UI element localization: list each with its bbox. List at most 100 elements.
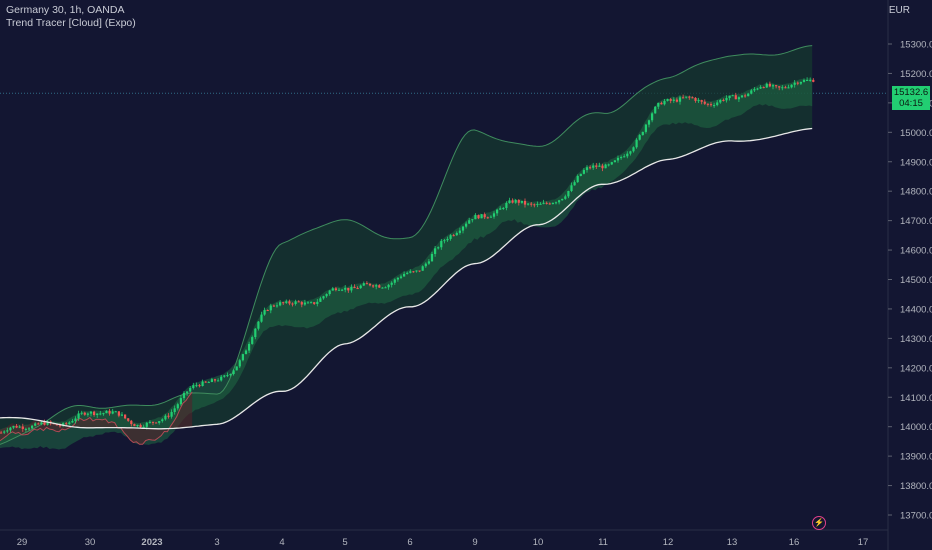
candle-body [390,282,393,285]
x-tick-label: 10 [533,537,544,548]
candle-body [139,424,142,428]
symbol-title[interactable]: Germany 30, 1h, OANDA [6,4,125,16]
candle-body [434,248,437,254]
candle-body [657,102,660,107]
candle-body [427,261,430,264]
candle-body [192,385,195,389]
candle-body [437,247,440,249]
candle-body [186,391,189,393]
candle-body [663,100,666,105]
candle-body [130,420,133,425]
candle-body [542,202,545,204]
candle-body [406,272,409,274]
candle-body [409,271,412,273]
candle-body [387,284,390,288]
candle-body [337,289,341,291]
candle-body [120,414,124,416]
candle-body [623,156,626,158]
candle-body [468,220,471,224]
candle-body [430,253,434,262]
candle-body [713,105,716,107]
trend-cloud-inner [0,78,813,450]
candle-body [266,310,269,312]
candle-body [688,96,691,98]
y-tick-label: 13900.0 [900,452,932,463]
candle-body [722,99,725,101]
candle-body [68,422,71,425]
candle-body [204,381,207,383]
candle-body [443,240,446,242]
candle-body [632,147,635,152]
candle-body [449,235,452,239]
candle-body [155,422,158,424]
candle-body [232,370,235,375]
candle-body [610,162,613,165]
candle-body [716,102,719,106]
candle-body [291,303,294,305]
candle-body [629,151,632,154]
candle-body [570,185,573,191]
candle-body [747,93,750,97]
candle-body [567,190,570,197]
candle-body [452,235,455,237]
indicator-title[interactable]: Trend Tracer [Cloud] (Expo) [6,17,136,29]
y-tick-label: 14100.0 [900,393,932,404]
candle-body [579,173,582,176]
candle-body [489,216,492,218]
lightning-bolt-icon[interactable]: ⚡ [812,516,826,530]
candle-body [781,87,784,89]
candle-body [719,99,722,103]
candle-body [96,413,99,416]
candle-body [551,202,554,205]
candle-body [604,164,607,169]
candle-body [558,200,561,203]
candle-body [263,310,266,315]
candle-body [310,302,313,304]
candle-body [694,97,697,101]
candle-body [319,298,322,302]
y-tick-label: 15200.0 [900,69,932,80]
candle-body [241,354,244,361]
y-tick-label: 14600.0 [900,246,932,257]
x-tick-label: 17 [858,537,869,548]
chart-legend: Germany 30, 1h, OANDA Trend Tracer [Clou… [6,4,136,30]
candle-body [356,288,359,290]
candle-body [31,425,34,429]
candle-body [669,99,672,101]
candle-body [99,413,102,415]
candle-body [303,302,306,305]
candle-body [365,283,368,285]
candle-body [499,208,502,210]
candle-body [322,296,325,299]
candle-body [164,415,167,420]
y-tick-label: 15000.0 [900,128,932,139]
candle-body [344,287,347,290]
x-tick-label: 4 [279,537,284,548]
candle-body [564,196,567,199]
candle-body [285,301,288,303]
candle-body [244,350,248,355]
candle-body [585,167,589,171]
candle-body [275,305,279,307]
candle-body [297,301,300,303]
candle-body [616,157,620,161]
candle-body [0,432,3,434]
candle-body [595,165,598,167]
candle-body [731,95,734,97]
candle-body [725,98,728,101]
candle-body [598,165,601,167]
candle-body [251,337,254,344]
candle-body [142,426,145,428]
currency-label[interactable]: EUR [888,5,910,16]
candle-body [446,238,449,241]
candle-body [117,411,120,416]
candle-body [3,431,6,433]
x-tick-label: 11 [598,537,608,548]
candle-body [483,214,486,218]
x-tick-label: 3 [214,537,219,548]
candle-body [787,87,790,89]
candle-body [15,425,18,428]
candle-body [486,217,489,219]
